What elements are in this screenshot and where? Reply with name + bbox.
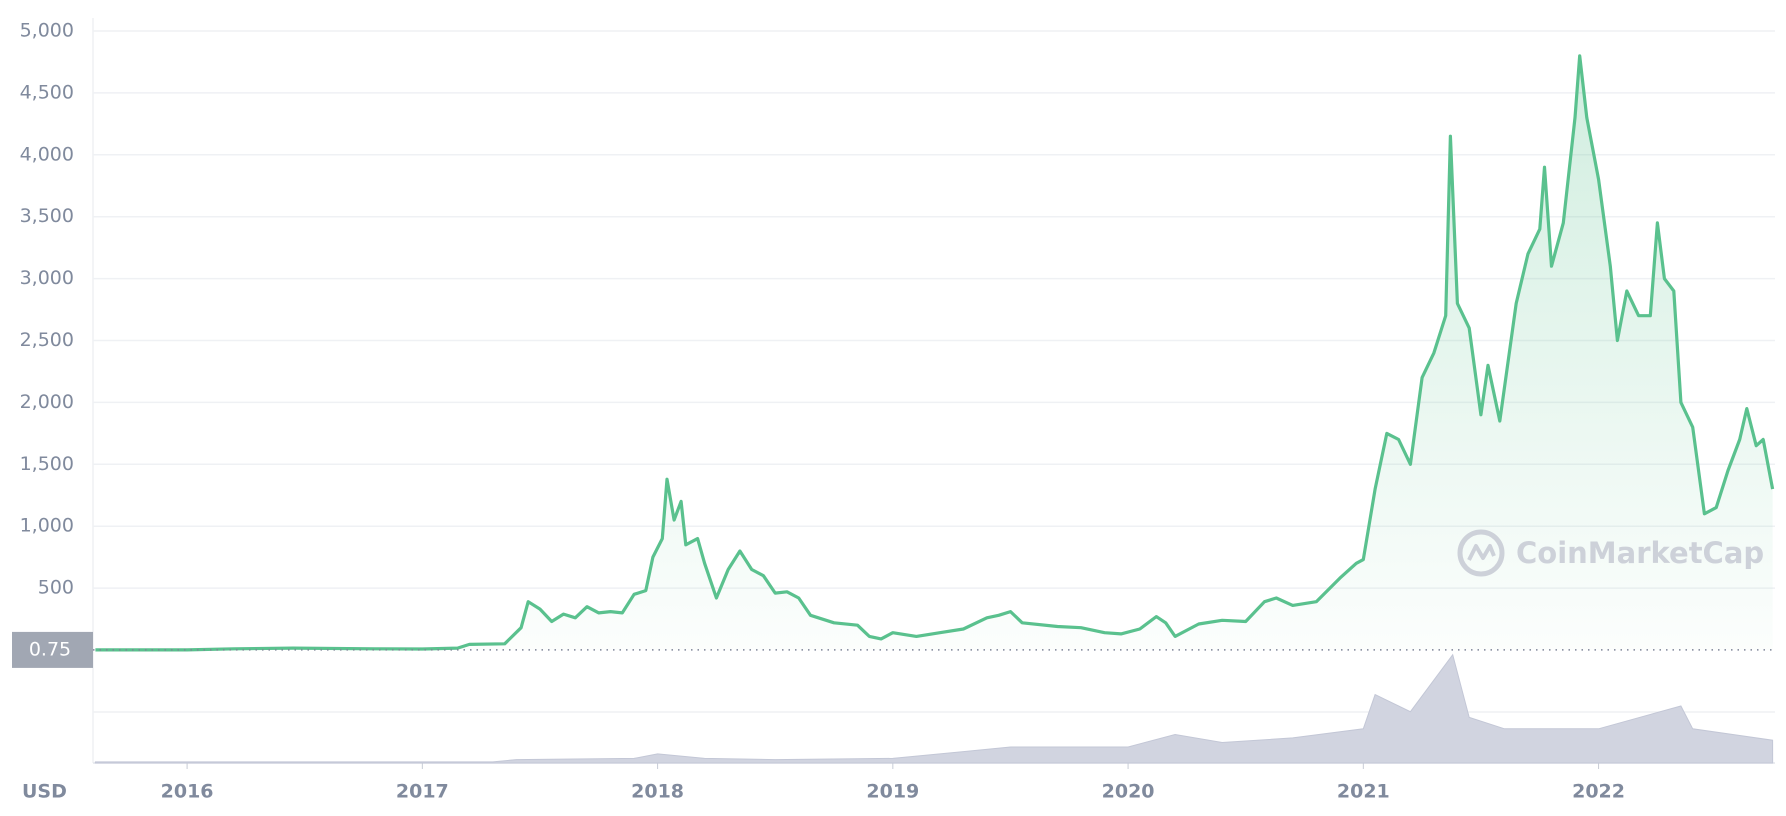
price-area	[95, 55, 1773, 651]
y-tick-label: 2,500	[20, 329, 74, 351]
y-tick-label: 1,500	[20, 453, 74, 475]
volume-area	[94, 653, 1774, 764]
watermark-text: CoinMarketCap	[1516, 536, 1764, 570]
watermark: CoinMarketCap	[1457, 529, 1764, 577]
y-tick-label: 1,000	[20, 515, 74, 537]
y-tick-label: 4,500	[20, 81, 74, 103]
y-tick-label: 3,000	[20, 267, 74, 289]
x-tick-label: 2017	[396, 781, 449, 803]
price-line	[95, 54, 1775, 652]
x-tick-label: 2020	[1102, 781, 1155, 803]
baseline-badge	[12, 631, 93, 668]
y-tick-label: 5,000	[20, 20, 74, 42]
x-tick-label: 2022	[1572, 781, 1625, 803]
y-tick-label: 3,500	[20, 205, 74, 227]
x-tick-label: 2016	[161, 781, 214, 803]
baseline-label: 0.75	[29, 638, 71, 660]
y-tick-label: 4,000	[20, 143, 74, 165]
y-axis-label: USD	[22, 781, 67, 803]
x-tick-label: 2018	[631, 781, 684, 803]
y-tick-label: 500	[38, 577, 74, 599]
y-tick-label: 2,000	[20, 391, 74, 413]
x-tick-label: 2021	[1337, 781, 1390, 803]
x-tick-label: 2019	[866, 781, 919, 803]
